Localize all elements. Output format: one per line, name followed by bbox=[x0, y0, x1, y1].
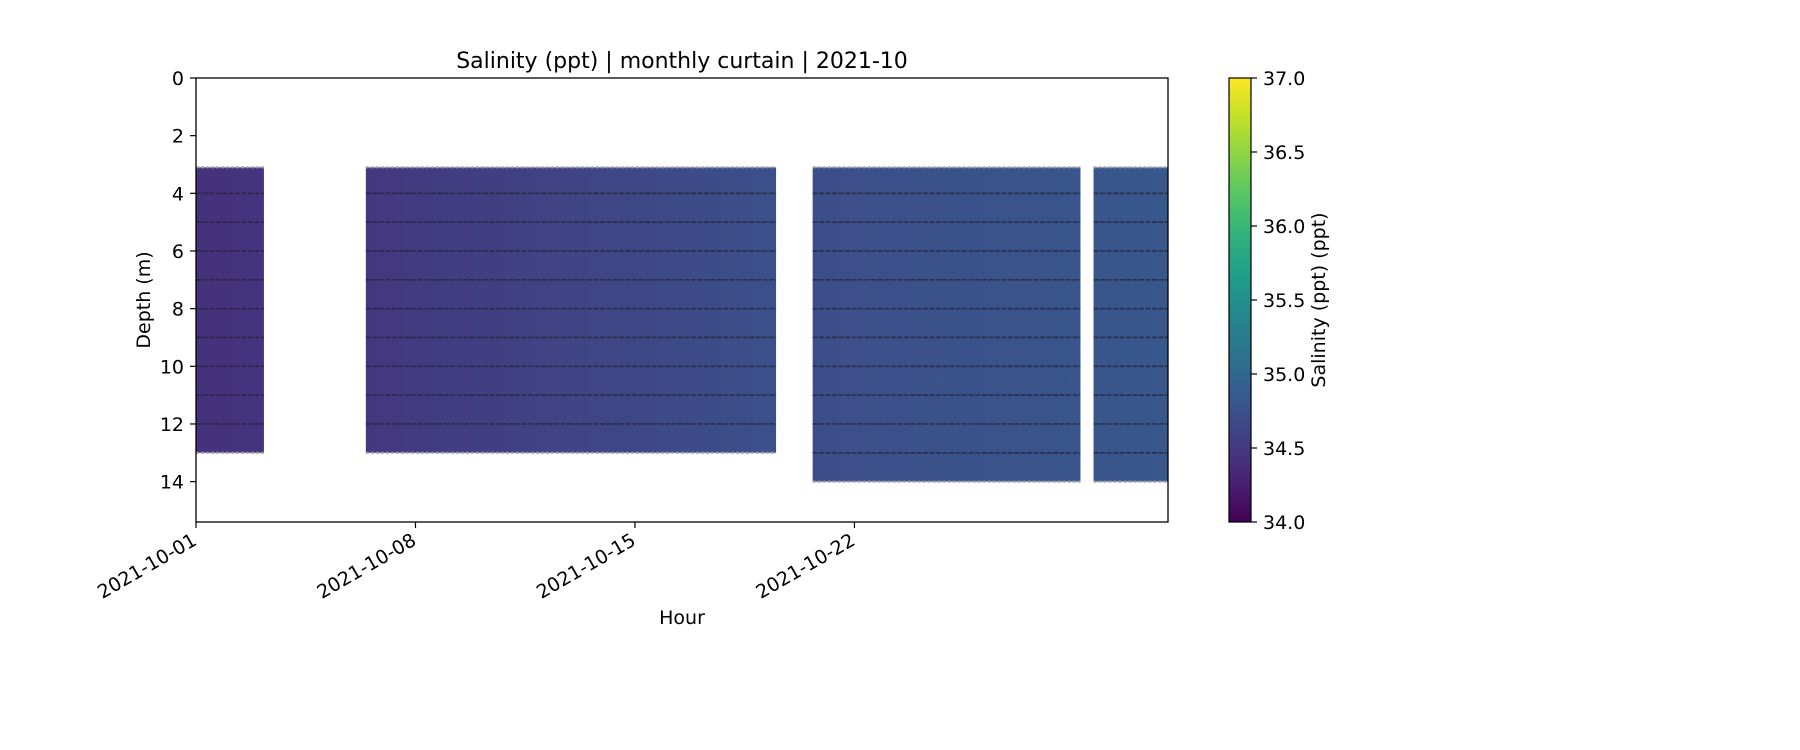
y-tick-label: 10 bbox=[160, 356, 184, 378]
y-tick-label: 2 bbox=[172, 126, 184, 148]
colorbar-tick-label: 36.5 bbox=[1263, 142, 1305, 164]
heatmap-segment-fill bbox=[196, 167, 264, 453]
y-tick-label: 6 bbox=[172, 241, 184, 263]
x-tick-label: 2021-10-15 bbox=[533, 529, 640, 603]
y-tick-label: 8 bbox=[172, 299, 184, 321]
x-axis-label: Hour bbox=[659, 607, 705, 629]
y-tick-label: 4 bbox=[172, 183, 184, 205]
colorbar-tick-label: 34.5 bbox=[1263, 438, 1305, 460]
colorbar-tick-label: 35.0 bbox=[1263, 364, 1305, 386]
heatmap-segment bbox=[1093, 166, 1168, 483]
heatmap-segment bbox=[365, 166, 777, 454]
y-tick-label: 14 bbox=[160, 472, 184, 494]
heatmap-segment bbox=[196, 166, 264, 454]
colorbar-label: Salinity (ppt) (ppt) bbox=[1308, 212, 1330, 387]
x-tick-label: 2021-10-08 bbox=[313, 529, 420, 603]
heatmap-segment-fill bbox=[1093, 167, 1168, 482]
x-tick-label: 2021-10-22 bbox=[752, 529, 859, 603]
chart-title: Salinity (ppt) | monthly curtain | 2021-… bbox=[456, 49, 908, 74]
colorbar-tick-label: 36.0 bbox=[1263, 216, 1305, 238]
y-tick-label: 0 bbox=[172, 68, 184, 90]
heatmap-segment bbox=[812, 166, 1081, 483]
plot-area bbox=[196, 166, 1168, 483]
colorbar: 34.0 34.5 35.0 35.5 36.0 36.5 37.0 bbox=[1228, 68, 1305, 534]
y-axis-label: Depth (m) bbox=[133, 251, 155, 348]
y-tick-label: 12 bbox=[160, 414, 184, 436]
heatmap-segment-fill bbox=[812, 167, 1081, 482]
colorbar-tick-label: 34.0 bbox=[1263, 512, 1305, 534]
plot-frame bbox=[195, 77, 1169, 523]
colorbar-tick-label: 35.5 bbox=[1263, 290, 1305, 312]
colorbar-tick-label: 37.0 bbox=[1263, 68, 1305, 90]
x-tick-label: 2021-10-01 bbox=[94, 529, 201, 603]
heatmap-segment-fill bbox=[365, 167, 777, 453]
colorbar-gradient bbox=[1228, 77, 1252, 523]
